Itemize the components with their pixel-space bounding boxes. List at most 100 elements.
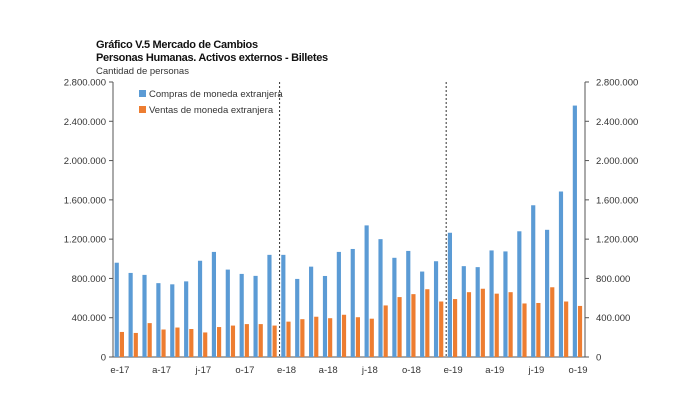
bar-compras xyxy=(364,225,369,357)
bar-compras xyxy=(489,250,494,357)
bar-compras xyxy=(350,248,355,357)
bar-compras xyxy=(128,272,133,357)
bar-compras xyxy=(461,266,466,357)
bar-compras xyxy=(378,239,383,357)
x-tick-label: e-17 xyxy=(110,365,129,376)
bar-compras xyxy=(197,260,203,357)
bar-compras xyxy=(503,251,508,357)
bar-ventas xyxy=(314,316,319,357)
bar-compras xyxy=(309,266,314,357)
x-tick-label: e-18 xyxy=(277,365,296,376)
bar-compras xyxy=(336,251,341,357)
bar-ventas xyxy=(175,327,180,357)
right-tick-label: 2.400.000 xyxy=(596,117,638,128)
bar-compras xyxy=(170,284,175,357)
bar-compras xyxy=(433,261,439,357)
bar-compras xyxy=(267,254,272,357)
bar-ventas xyxy=(341,314,347,357)
bar-compras xyxy=(545,229,550,357)
left-tick-label: 1.200.000 xyxy=(64,235,106,246)
x-tick-label: j-17 xyxy=(194,365,211,376)
bar-ventas xyxy=(286,321,291,357)
left-tick-label: 0 xyxy=(101,353,106,364)
bar-ventas xyxy=(383,305,388,357)
left-tick-label: 2.000.000 xyxy=(64,156,106,167)
left-tick-label: 800.000 xyxy=(72,274,106,285)
legend-label: Compras de moneda extranjera xyxy=(149,89,283,100)
x-tick-label: o-18 xyxy=(402,365,421,376)
chart-subtitle: Personas Humanas. Activos externos - Bil… xyxy=(96,52,328,64)
bar-ventas xyxy=(439,301,444,357)
bar-ventas xyxy=(300,319,305,357)
bar-ventas xyxy=(508,292,513,357)
bar-compras xyxy=(447,232,453,357)
legend-label: Ventas de moneda extranjera xyxy=(149,105,274,116)
bar-ventas xyxy=(355,317,360,357)
right-tick-label: 2.000.000 xyxy=(596,156,638,167)
bar-compras xyxy=(392,257,397,357)
left-tick-label: 2.800.000 xyxy=(64,78,106,89)
bar-ventas xyxy=(258,324,263,357)
bar-compras xyxy=(156,283,161,357)
right-tick-label: 1.600.000 xyxy=(596,195,638,206)
bar-compras xyxy=(114,262,119,357)
left-tick-label: 1.600.000 xyxy=(64,195,106,206)
bar-ventas xyxy=(564,301,569,357)
x-tick-label: j-19 xyxy=(527,365,544,376)
bar-compras xyxy=(420,271,425,357)
bar-ventas xyxy=(369,318,374,357)
bar-compras xyxy=(142,274,147,357)
bar-ventas xyxy=(217,327,222,357)
bar-ventas xyxy=(577,305,583,357)
bar-ventas xyxy=(203,332,208,357)
bar-compras xyxy=(558,191,564,357)
bar-ventas xyxy=(425,289,430,357)
bar-ventas xyxy=(480,288,485,357)
bar-ventas xyxy=(453,299,458,357)
bar-compras xyxy=(517,231,522,357)
bar-compras xyxy=(322,275,328,357)
bar-compras xyxy=(531,205,536,357)
bar-ventas xyxy=(189,329,194,357)
right-tick-label: 1.200.000 xyxy=(596,235,638,246)
bar-ventas xyxy=(494,293,499,357)
bar-compras xyxy=(295,278,300,357)
bar-ventas xyxy=(550,287,555,357)
bar-ventas xyxy=(147,323,152,357)
left-tick-label: 2.400.000 xyxy=(64,117,106,128)
bar-compras xyxy=(184,281,189,357)
x-tick-label: o-19 xyxy=(569,365,588,376)
bar-ventas xyxy=(522,303,527,357)
bar-compras xyxy=(572,105,577,357)
legend-swatch xyxy=(139,106,146,113)
bar-ventas xyxy=(397,297,402,357)
bar-compras xyxy=(281,254,286,357)
chart-title: Gráfico V.5 Mercado de Cambios xyxy=(96,39,258,51)
bar-compras xyxy=(239,273,244,357)
x-tick-label: a-19 xyxy=(485,365,504,376)
bar-compras xyxy=(475,267,480,357)
bar-ventas xyxy=(161,329,166,357)
x-tick-label: j-18 xyxy=(361,365,378,376)
right-tick-label: 0 xyxy=(596,353,601,364)
x-tick-label: o-17 xyxy=(235,365,254,376)
bar-ventas xyxy=(133,332,138,357)
bar-ventas xyxy=(119,331,124,357)
bar-compras xyxy=(225,269,230,357)
bar-ventas xyxy=(230,325,236,357)
right-tick-label: 400.000 xyxy=(596,313,630,324)
bar-ventas xyxy=(466,292,472,357)
bar-compras xyxy=(406,250,411,357)
legend-swatch xyxy=(139,90,146,97)
right-tick-label: 2.800.000 xyxy=(596,78,638,89)
x-tick-label: a-18 xyxy=(319,365,338,376)
x-tick-label: a-17 xyxy=(152,365,171,376)
bar-ventas xyxy=(536,302,541,357)
x-tick-label: e-19 xyxy=(444,365,463,376)
bar-ventas xyxy=(244,324,249,357)
bar-ventas xyxy=(411,294,416,357)
bar-ventas xyxy=(328,318,333,357)
bar-compras xyxy=(211,251,217,357)
